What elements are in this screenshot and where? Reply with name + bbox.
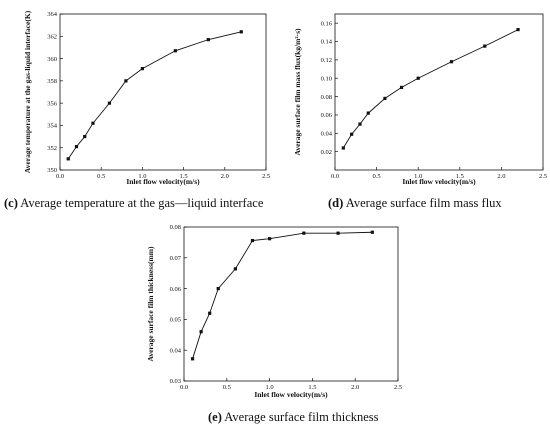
y-tick-label: 358 — [47, 78, 57, 85]
data-point — [124, 79, 128, 83]
x-tick-label: 2.0 — [221, 173, 229, 180]
x-axis-title: Inlet flow velocity(m/s) — [402, 177, 476, 186]
data-point — [370, 230, 374, 234]
data-point — [383, 96, 387, 101]
data-point — [336, 231, 340, 235]
y-tick-label: 0.02 — [321, 149, 332, 156]
caption-letter: (d) — [328, 196, 343, 210]
x-axis-title: Inlet flow velocity(m/s) — [126, 177, 200, 186]
data-point — [190, 357, 195, 361]
plot-frame — [183, 226, 399, 382]
y-tick-label: 360 — [47, 56, 57, 63]
caption-text: Average temperature at the gas—liquid in… — [18, 196, 264, 210]
caption-text: Average surface film mass flux — [343, 196, 502, 210]
data-point — [358, 122, 362, 126]
y-tick-label: 0.08 — [170, 224, 181, 231]
data-point — [239, 30, 243, 34]
figure-caption: (d) Average surface film mass flux — [328, 196, 502, 210]
y-tick-label: 0.12 — [321, 57, 332, 64]
data-point — [199, 330, 203, 334]
y-tick-label: 0.10 — [321, 75, 332, 82]
data-point — [268, 237, 272, 241]
x-tick-label: 2.0 — [497, 173, 505, 180]
data-point — [233, 267, 237, 271]
caption-text: Average surface film thickness — [222, 410, 379, 424]
y-tick-label: 354 — [47, 123, 58, 130]
x-tick-label: 2.5 — [394, 384, 402, 391]
x-tick-label: 1.5 — [456, 173, 464, 180]
data-point — [91, 121, 95, 125]
x-tick-label: 2.5 — [262, 173, 270, 180]
y-tick-label: 0.05 — [170, 317, 181, 324]
x-axis-title: Inlet flow velocity(m/s) — [254, 390, 328, 399]
y-axis-title: Average surface film mass flux(kg/m²·s) — [293, 28, 302, 156]
x-tick-label: 1.0 — [266, 384, 274, 391]
data-point — [206, 38, 210, 42]
y-tick-label: 0.14 — [321, 39, 333, 46]
y-tick-label: 364 — [47, 11, 58, 18]
chart-d: 0.0 0.5 1.0 1.5 2.0 2.5 0.02 0.04 0.06 0.08 0.10 0.… — [293, 13, 547, 210]
data-point — [449, 60, 454, 64]
data-point — [483, 44, 487, 48]
x-tick-label: 2.5 — [539, 173, 547, 180]
y-tick-label: 0.04 — [170, 347, 182, 354]
x-tick-label: 0.5 — [97, 173, 105, 180]
x-tick-label: 0.0 — [180, 384, 188, 391]
data-point — [416, 76, 420, 80]
caption-letter: (c) — [4, 196, 18, 210]
data-point — [74, 145, 79, 149]
y-tick-label: 0.06 — [170, 286, 182, 293]
x-tick-label: 0.5 — [223, 384, 231, 391]
y-tick-label: 0.04 — [321, 130, 333, 137]
x-tick-label: 1.5 — [180, 173, 188, 180]
data-point — [107, 101, 112, 105]
x-tick-label: 2.0 — [351, 384, 359, 391]
series-line — [67, 31, 242, 160]
data-point — [516, 28, 520, 32]
data-point — [399, 85, 404, 90]
y-axis-title: Average temperature at the gas-liquid in… — [23, 10, 32, 173]
data-point — [140, 67, 144, 71]
y-tick-label: 362 — [47, 33, 57, 40]
y-tick-label: 0.08 — [321, 94, 332, 101]
y-axis-title: Average surface film thickness(mm) — [146, 246, 155, 362]
x-tick-label: 0.5 — [373, 173, 381, 180]
data-point — [302, 231, 306, 235]
data-point — [366, 111, 370, 115]
chart-c: 0.0 0.5 1.0 1.5 2.0 2.5 350 352 354 356 358 360 362 3… — [4, 10, 270, 210]
x-tick-label: 1.5 — [308, 384, 316, 391]
x-tick-label: 0.0 — [56, 173, 64, 180]
data-point — [66, 157, 70, 161]
x-tick-label: 1.0 — [138, 173, 146, 180]
series-line — [192, 231, 373, 359]
series-line — [342, 29, 519, 149]
plot-frame — [334, 13, 544, 171]
plot-frame — [59, 13, 267, 171]
y-tick-label: 0.16 — [321, 20, 333, 27]
data-point — [83, 134, 87, 139]
data-point — [250, 238, 255, 243]
y-tick-label: 0.06 — [321, 112, 333, 119]
data-point — [208, 311, 212, 315]
x-tick-label: 0.0 — [331, 173, 339, 180]
data-point — [350, 132, 354, 136]
y-tick-label: 356 — [47, 100, 58, 107]
chart-e: 0.0 0.5 1.0 1.5 2.0 2.5 0.03 0.04 0.05 0.06 0.07 0.… — [146, 224, 402, 424]
figure-caption: (c) Average temperature at the gas—liqui… — [4, 196, 264, 210]
data-point — [216, 287, 220, 291]
x-tick-label: 1.0 — [414, 173, 422, 180]
caption-letter: (e) — [208, 410, 222, 424]
figure-caption: (e) Average surface film thickness — [208, 410, 379, 424]
y-tick-label: 352 — [47, 145, 57, 152]
data-point — [173, 49, 177, 53]
y-tick-label: 0.07 — [170, 255, 182, 262]
y-tick-label: 350 — [47, 167, 57, 174]
y-tick-label: 0.03 — [170, 378, 181, 385]
data-point — [341, 146, 345, 150]
